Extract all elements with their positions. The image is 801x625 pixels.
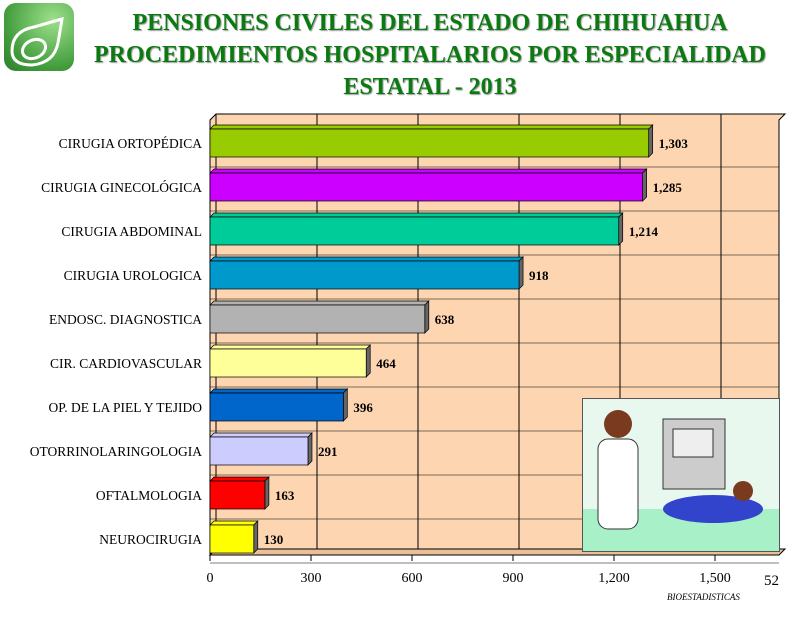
bar-top	[209, 212, 624, 218]
bar	[209, 304, 426, 334]
category-label: CIR. CARDIOVASCULAR	[50, 356, 202, 371]
x-tick-label: 1,500	[699, 571, 731, 586]
title-line2: PROCEDIMIENTOS HOSPITALARIOS POR ESPECIA…	[94, 42, 766, 68]
bar-side	[648, 124, 654, 158]
category-label: ENDOSC. DIAGNOSTICA	[49, 312, 202, 327]
bar-side	[642, 168, 647, 202]
logo	[4, 3, 74, 71]
data-label: 291	[318, 444, 338, 459]
bar-top	[209, 520, 259, 526]
bar	[209, 348, 367, 378]
bar-side	[365, 344, 371, 378]
x-tick-label: 300	[301, 571, 322, 586]
bar-top	[209, 256, 524, 262]
category-label: OTORRINOLARINGOLOGIA	[30, 444, 202, 459]
bar-side	[307, 432, 313, 466]
bar-top	[209, 344, 372, 350]
bar	[209, 524, 255, 554]
data-label: 1,303	[659, 136, 689, 151]
bar-side	[618, 212, 624, 246]
category-label: CIRUGIA GINECOLÓGICA	[41, 180, 202, 195]
data-label: 163	[275, 488, 295, 503]
category-label: CIRUGIA ABDOMINAL	[61, 224, 202, 239]
bar-top	[209, 432, 313, 438]
bar-side	[342, 388, 348, 422]
bar	[209, 436, 309, 466]
bar	[209, 128, 650, 158]
bar-side	[518, 256, 524, 290]
category-label: NEUROCIRUGIA	[99, 532, 202, 547]
bar	[209, 392, 344, 422]
bar-top	[209, 476, 270, 482]
bar-top	[209, 300, 430, 306]
category-label: CIRUGIA ORTOPÉDICA	[59, 136, 203, 151]
bar	[209, 480, 266, 510]
title-line1: PENSIONES CIVILES DEL ESTADO DE CHIHUAHU…	[132, 10, 728, 36]
bar-side	[264, 476, 270, 510]
bar	[209, 216, 620, 246]
bar-side	[253, 520, 259, 554]
data-label: 638	[435, 312, 455, 327]
bar	[209, 260, 520, 290]
bar-side	[424, 300, 430, 334]
bar-top	[209, 388, 349, 394]
title-line3: ESTATAL - 2013	[343, 74, 517, 100]
data-label: 1,285	[653, 180, 683, 195]
data-label: 396	[353, 400, 373, 415]
category-label: CIRUGIA UROLOGICA	[64, 268, 203, 283]
bar-top	[209, 124, 654, 130]
x-tick-label: 900	[503, 571, 524, 586]
data-label: 130	[264, 532, 284, 547]
data-label: 1,214	[629, 224, 659, 239]
logo-emblem-icon	[10, 16, 64, 67]
bar	[209, 172, 643, 202]
x-tick-label: 1,200	[598, 571, 630, 586]
source-label: BIOESTADISTICAS	[667, 592, 740, 602]
page-number: 52	[764, 573, 779, 589]
data-label: 464	[376, 356, 396, 371]
medical-illustration	[582, 398, 780, 552]
bar-top	[209, 168, 648, 174]
data-label: 918	[529, 268, 549, 283]
x-tick-label: 600	[402, 571, 423, 586]
x-tick-label: 0	[207, 571, 214, 586]
category-label: OFTALMOLOGIA	[96, 488, 202, 503]
category-label: OP. DE LA PIEL Y TEJIDO	[49, 400, 203, 415]
